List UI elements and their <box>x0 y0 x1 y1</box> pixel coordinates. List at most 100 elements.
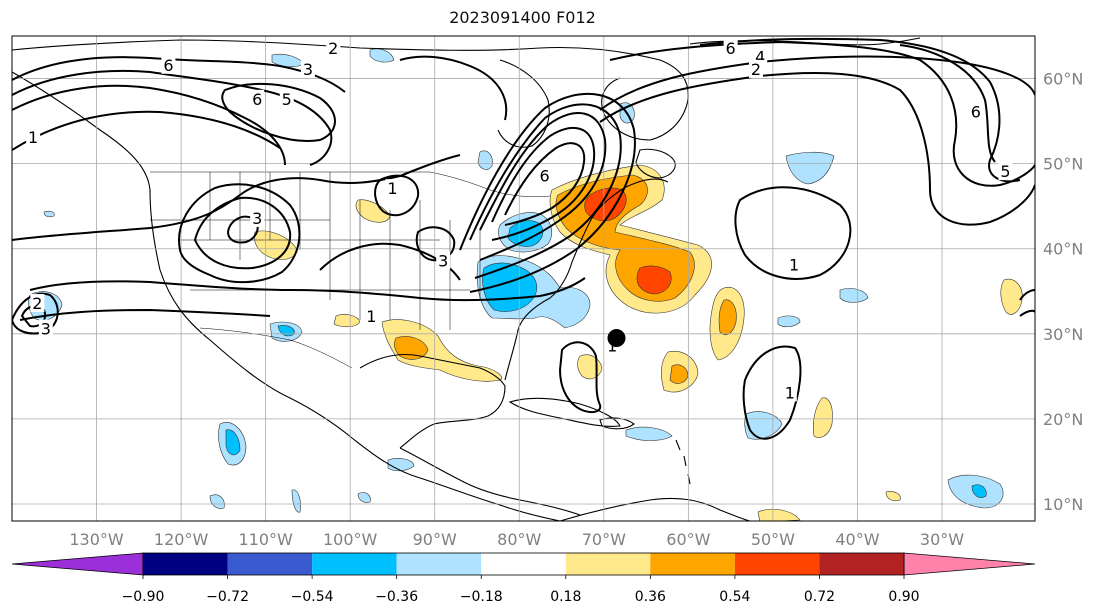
colorbar-tick-label: 0.90 <box>888 589 919 605</box>
gulf-coast <box>359 353 506 449</box>
contour-line <box>504 142 586 226</box>
contour-line <box>178 183 301 284</box>
contour-label-background <box>38 319 53 338</box>
latitude-tick-label: 60°N <box>1043 70 1083 89</box>
colorbar-tick-label: −0.72 <box>206 589 249 605</box>
longitude-tick-label: 100°W <box>323 530 378 549</box>
contour-label: 5 <box>1000 162 1010 181</box>
contour-label: 2 <box>328 39 338 58</box>
colorbar-bin <box>143 553 228 575</box>
positive-anomaly-region <box>333 314 361 328</box>
contour-label: 6 <box>540 166 550 185</box>
longitude-tick-label: 130°W <box>69 530 124 549</box>
contour-label-background <box>279 89 294 108</box>
positive-anomaly-region <box>254 230 297 260</box>
latitude-tick-label: 50°N <box>1043 155 1083 174</box>
contour-label: 6 <box>971 103 981 122</box>
contour-line <box>193 196 292 270</box>
contour-label-background <box>161 55 176 74</box>
longitude-tick-label: 120°W <box>154 530 209 549</box>
contour-label-background <box>749 60 763 79</box>
storm-center-marker <box>607 329 626 348</box>
contour-line <box>399 55 508 121</box>
contour-label-background <box>326 38 341 57</box>
colorbar-tick-label: −0.36 <box>375 589 418 605</box>
contour-label-background <box>998 162 1013 181</box>
contour-label-background <box>968 102 983 121</box>
contour-line <box>226 215 259 244</box>
colorbar-tick-label: −0.90 <box>122 589 165 605</box>
contour-label-background <box>300 60 315 79</box>
central-america <box>399 447 581 516</box>
us-canada-border <box>150 171 551 197</box>
longitude-tick-label: 90°W <box>413 530 457 549</box>
contour-label: 6 <box>252 90 262 109</box>
latitude-tick-label: 30°N <box>1043 325 1083 344</box>
map-frame <box>11 35 1036 522</box>
longitude-tick-label: 50°W <box>751 530 795 549</box>
map-title: 2023091400 F012 <box>449 8 596 27</box>
colorbar-tick-label: 0.18 <box>550 589 581 605</box>
contour-line <box>491 127 596 241</box>
south-america-coast <box>559 497 751 521</box>
contour-label: 2 <box>32 294 42 313</box>
colorbar-bin <box>734 553 820 575</box>
latitude-tick-label: 20°N <box>1043 410 1083 429</box>
colorbar-under-extension <box>11 552 144 576</box>
colorbar-tick-label: 0.72 <box>804 589 835 605</box>
colorbar-tick-label: 0.36 <box>635 589 666 605</box>
colorbar-frame <box>142 552 905 576</box>
positive-anomaly-region <box>394 336 429 360</box>
longitude-tick-label: 110°W <box>238 530 293 549</box>
colorbar-over-extension <box>903 552 1036 576</box>
longitude-tick-labels: 130°W 120°W 110°W 100°W 90°W 80°W 70°W 60°W 50°W… <box>69 530 964 549</box>
contour-line <box>479 112 607 261</box>
negative-anomaly-region <box>971 484 987 498</box>
contour-label: 2 <box>751 60 761 79</box>
contour-line <box>19 308 271 321</box>
contour-label-background <box>537 166 552 185</box>
contour-line <box>12 110 281 151</box>
contour-label: 1 <box>789 256 799 275</box>
contour-line <box>699 37 1021 183</box>
contour-line <box>374 174 420 217</box>
contour-label: 6 <box>163 56 173 75</box>
negative-anomaly-region <box>291 489 301 513</box>
contour-label: 1 <box>28 128 38 147</box>
contour-label: 5 <box>282 90 292 109</box>
contour-line <box>558 341 602 414</box>
graticule <box>12 36 1035 521</box>
colorbar-bin <box>650 553 735 575</box>
contour-line <box>221 82 336 142</box>
positive-anomaly-region <box>757 508 801 521</box>
cuba <box>508 397 621 427</box>
contour-label-background <box>250 208 265 227</box>
negative-anomaly-region <box>225 429 241 456</box>
contour-label: 3 <box>303 60 313 79</box>
contour-line <box>734 186 852 280</box>
latitude-tick-labels: 60°N 50°N 40°N 30°N 20°N 10°N <box>1043 70 1083 514</box>
contour-label: 1 <box>366 307 376 326</box>
newfoundland-coast <box>635 148 676 179</box>
colorbar: −0.90 −0.72 −0.54 −0.36 −0.18 0.18 0.36 0.54 0.7… <box>11 552 1036 605</box>
negative-anomaly-region <box>785 151 835 185</box>
negative-anomaly-region <box>209 494 225 509</box>
contour-line <box>599 71 1035 226</box>
positive-anomaly-region <box>812 397 833 438</box>
negative-anomaly-region <box>357 492 371 503</box>
contour-line <box>459 92 636 293</box>
contour-label-background <box>385 179 400 198</box>
contour-line <box>12 292 59 335</box>
latitude-tick-label: 40°N <box>1043 240 1083 259</box>
positive-anomaly-region <box>1000 278 1023 315</box>
colorbar-tick-label: −0.18 <box>460 589 503 605</box>
contour-label: 1 <box>607 337 617 356</box>
longitude-tick-label: 70°W <box>582 530 626 549</box>
negative-anomaly-region <box>625 426 673 441</box>
north-america-coastline <box>12 71 561 521</box>
contour-label-background <box>250 89 265 108</box>
colorbar-bin <box>396 553 482 575</box>
